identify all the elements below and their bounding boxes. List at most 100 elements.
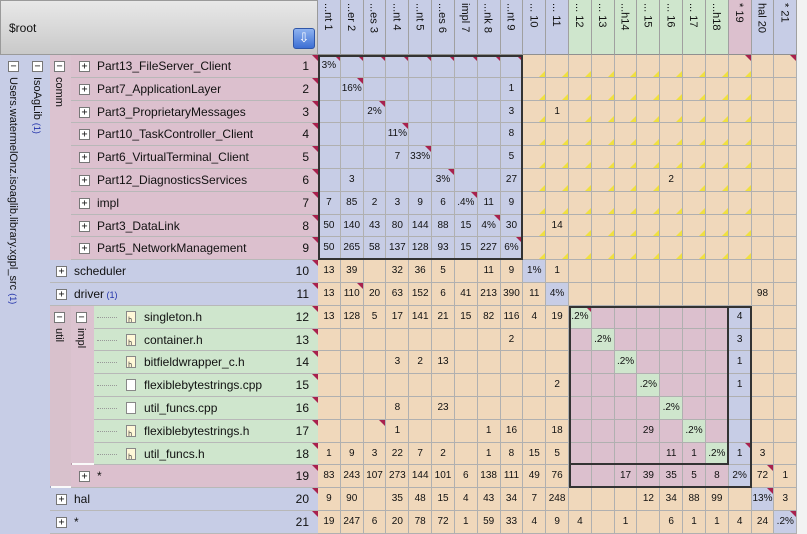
matrix-cell[interactable]: 85 [340, 191, 364, 215]
matrix-cell[interactable]: 43 [363, 214, 387, 238]
matrix-cell[interactable]: 1 [318, 442, 341, 466]
matrix-cell[interactable] [774, 419, 798, 443]
matrix-cell[interactable] [614, 123, 638, 147]
matrix-cell[interactable] [614, 214, 638, 238]
matrix-cell[interactable] [432, 100, 455, 124]
collapse-impl-button[interactable]: − [76, 312, 87, 323]
matrix-cell[interactable] [705, 146, 729, 169]
matrix-cell[interactable]: 58 [363, 237, 387, 261]
matrix-cell[interactable] [340, 328, 364, 352]
matrix-cell[interactable] [591, 305, 615, 329]
matrix-cell[interactable] [751, 305, 775, 329]
matrix-cell[interactable] [318, 397, 341, 420]
matrix-cell[interactable] [637, 237, 661, 261]
matrix-cell[interactable] [409, 77, 433, 101]
matrix-cell[interactable] [477, 374, 501, 397]
matrix-cell[interactable] [614, 442, 638, 466]
matrix-cell[interactable] [477, 146, 501, 169]
tree-row-20[interactable]: + hal 20 [50, 488, 318, 511]
matrix-cell[interactable]: 1 [705, 511, 729, 534]
collapse-root-button[interactable]: − [8, 61, 19, 72]
matrix-cell[interactable]: 9 [409, 191, 433, 215]
matrix-cell[interactable] [774, 100, 798, 124]
matrix-cell[interactable] [614, 374, 638, 397]
matrix-cell[interactable] [569, 465, 592, 489]
matrix-cell[interactable] [546, 123, 569, 147]
expand-button[interactable]: + [56, 517, 67, 528]
matrix-cell[interactable]: 101 [432, 465, 455, 489]
column-header-15[interactable]: ... 15 [637, 0, 661, 55]
matrix-cell[interactable] [705, 191, 729, 215]
matrix-cell[interactable]: 144 [409, 465, 433, 489]
matrix-cell[interactable] [569, 55, 592, 78]
tree-row-16[interactable]: util_funcs.cpp 16 [94, 397, 318, 420]
matrix-cell[interactable]: 19 [318, 511, 341, 534]
matrix-cell[interactable]: 1% [523, 260, 547, 283]
matrix-cell[interactable] [363, 328, 387, 352]
matrix-cell[interactable] [683, 374, 706, 397]
matrix-cell[interactable]: 3% [432, 169, 455, 192]
matrix-cell[interactable] [751, 260, 775, 283]
matrix-cell[interactable] [340, 100, 364, 124]
matrix-cell[interactable] [660, 328, 684, 352]
column-header-3[interactable]: ...es 3 [363, 0, 387, 55]
matrix-cell[interactable]: .4% [454, 191, 478, 215]
matrix-cell[interactable] [728, 169, 752, 192]
matrix-cell[interactable]: 1 [546, 260, 569, 283]
matrix-cell[interactable]: 12 [637, 488, 661, 511]
matrix-cell[interactable]: 72 [432, 511, 455, 534]
matrix-cell[interactable] [751, 237, 775, 261]
matrix-cell[interactable]: 116 [500, 305, 524, 329]
matrix-cell[interactable] [728, 214, 752, 238]
matrix-cell[interactable] [683, 55, 706, 78]
matrix-cell[interactable] [614, 397, 638, 420]
matrix-cell[interactable]: 7 [523, 488, 547, 511]
matrix-cell[interactable]: 111 [500, 465, 524, 489]
matrix-cell[interactable] [546, 237, 569, 261]
matrix-cell[interactable] [637, 260, 661, 283]
matrix-cell[interactable] [569, 123, 592, 147]
matrix-cell[interactable] [591, 488, 615, 511]
matrix-cell[interactable]: 48 [409, 488, 433, 511]
matrix-cell[interactable] [454, 442, 478, 466]
matrix-cell[interactable]: 7 [409, 442, 433, 466]
matrix-cell[interactable] [454, 100, 478, 124]
matrix-cell[interactable] [728, 283, 752, 306]
matrix-cell[interactable]: 9 [318, 488, 341, 511]
column-header-1[interactable]: ...nt 1 [318, 0, 341, 55]
matrix-cell[interactable] [728, 419, 752, 443]
tree-row-18[interactable]: h util_funcs.h 18 [94, 442, 318, 466]
matrix-cell[interactable] [637, 214, 661, 238]
matrix-cell[interactable] [614, 100, 638, 124]
matrix-cell[interactable]: 9 [500, 191, 524, 215]
tree-row-14[interactable]: h bitfieldwrapper_c.h 14 [94, 351, 318, 375]
matrix-cell[interactable]: 13 [318, 260, 341, 283]
matrix-cell[interactable]: 243 [340, 465, 364, 489]
matrix-cell[interactable]: 6 [363, 511, 387, 534]
matrix-cell[interactable]: 1 [728, 442, 752, 466]
matrix-cell[interactable]: 2 [660, 169, 684, 192]
column-header-4[interactable]: ...nt 4 [386, 0, 410, 55]
matrix-cell[interactable] [751, 419, 775, 443]
matrix-cell[interactable]: 15 [454, 305, 478, 329]
column-header-2[interactable]: ...er 2 [340, 0, 364, 55]
matrix-cell[interactable]: 2% [728, 465, 752, 489]
column-header-16[interactable]: ... 16 [660, 0, 684, 55]
matrix-cell[interactable] [637, 123, 661, 147]
matrix-cell[interactable] [751, 191, 775, 215]
matrix-cell[interactable]: 9 [340, 442, 364, 466]
matrix-cell[interactable]: 144 [409, 214, 433, 238]
matrix-cell[interactable] [728, 123, 752, 147]
matrix-cell[interactable] [386, 77, 410, 101]
expand-button[interactable]: + [79, 152, 90, 164]
matrix-cell[interactable]: 3 [728, 328, 752, 352]
matrix-cell[interactable] [637, 77, 661, 101]
tree-row-2[interactable]: + Part7_ApplicationLayer 2 [71, 77, 318, 101]
matrix-cell[interactable]: 7 [386, 146, 410, 169]
matrix-cell[interactable] [591, 214, 615, 238]
matrix-cell[interactable] [614, 77, 638, 101]
matrix-cell[interactable]: 152 [409, 283, 433, 306]
column-header-12[interactable]: ... 12 [569, 0, 592, 55]
matrix-cell[interactable]: 6% [500, 237, 524, 261]
matrix-cell[interactable]: 227 [477, 237, 501, 261]
